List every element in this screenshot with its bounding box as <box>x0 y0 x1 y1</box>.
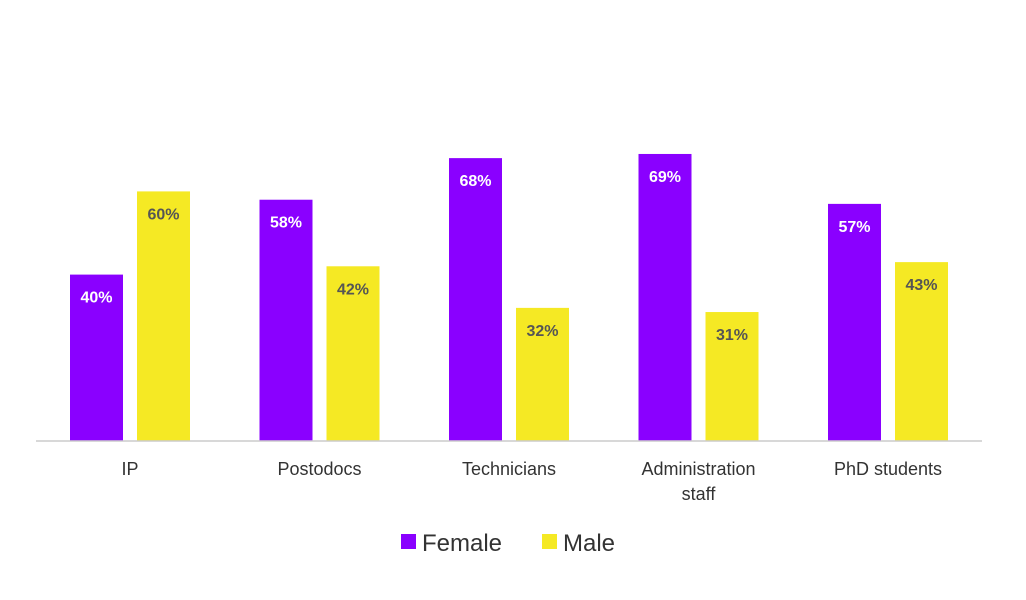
category-label-2: Technicians <box>462 459 556 479</box>
bar-female-2 <box>449 158 502 441</box>
bar-female-1 <box>259 199 313 441</box>
legend-swatch-male <box>542 534 557 549</box>
data-label-female-4: 57% <box>838 219 870 236</box>
category-label-0: IP <box>121 459 138 479</box>
category-label-3-line0: Administration <box>641 459 755 479</box>
bar-female-0 <box>70 274 123 441</box>
data-label-male-0: 60% <box>147 206 179 223</box>
data-label-female-0: 40% <box>80 290 112 307</box>
data-label-female-1: 58% <box>270 215 302 232</box>
bar-male-2 <box>516 307 569 441</box>
data-label-male-4: 43% <box>905 277 937 294</box>
bar-male-1 <box>326 266 380 441</box>
category-label-3-line1: staff <box>682 484 717 504</box>
bar-male-3 <box>705 312 759 441</box>
legend-swatch-female <box>401 534 416 549</box>
bar-female-3 <box>638 153 692 441</box>
data-label-female-2: 68% <box>459 173 491 190</box>
bar-female-4 <box>828 203 881 441</box>
category-labels: IP Postodocs Technicians Administration staf… <box>121 459 942 504</box>
legend-label-female: Female <box>422 530 502 557</box>
bar-male-4 <box>895 262 948 441</box>
bar-male-0 <box>137 191 190 441</box>
data-label-female-3: 69% <box>649 169 681 186</box>
legend-label-male: Male <box>563 530 615 557</box>
data-label-male-2: 32% <box>526 323 558 340</box>
category-label-1: Postodocs <box>277 459 361 479</box>
legend: Female Male <box>401 530 615 557</box>
category-label-4: PhD students <box>834 459 942 479</box>
bars-group: 40% 60% 58% 42% 68% 32% 69% 31% 57% 43% <box>70 153 948 441</box>
data-label-male-3: 31% <box>716 327 748 344</box>
data-label-male-1: 42% <box>337 281 369 298</box>
